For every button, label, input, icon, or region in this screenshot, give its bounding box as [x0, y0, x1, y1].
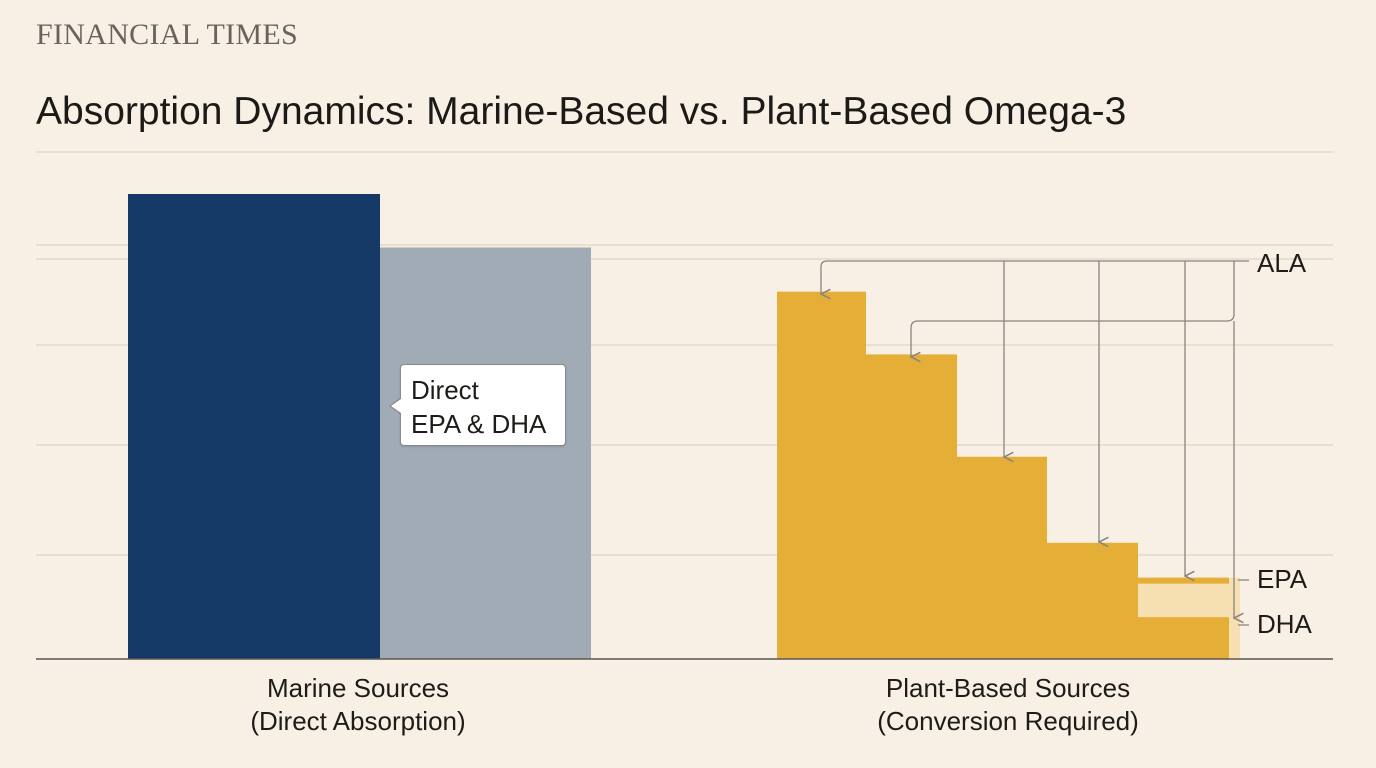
- callout-line2: EPA & DHA: [411, 409, 547, 439]
- plant-step-bar: [957, 456, 1047, 659]
- category-label-marine: Marine Sources (Direct Absorption): [158, 672, 558, 738]
- chart-title: Absorption Dynamics: Marine-Based vs. Pl…: [36, 90, 1127, 134]
- plant-step-bar: [1047, 542, 1138, 659]
- category-plant-line1: Plant-Based Sources: [885, 673, 1131, 703]
- conversion-connectors: [821, 260, 1249, 626]
- stage-label-epa: EPA: [1257, 564, 1308, 594]
- category-marine-line1: Marine Sources: [266, 673, 450, 703]
- connector-to-step-2: [911, 261, 1235, 357]
- marine-bar-primary: [128, 194, 380, 659]
- category-plant-line2: (Conversion Required): [877, 706, 1139, 736]
- plant-step-bar: [866, 354, 957, 659]
- plant-step-bar: [777, 291, 866, 659]
- category-label-plant: Plant-Based Sources (Conversion Required…: [808, 672, 1208, 738]
- category-marine-line2: (Direct Absorption): [250, 706, 466, 736]
- marine-bar-secondary: [380, 247, 591, 659]
- connector-to-step-1: [821, 260, 1249, 294]
- plant-step-dha: [1138, 617, 1229, 659]
- callout-line1: Direct: [411, 375, 479, 405]
- direct-absorption-callout: Direct EPA & DHA: [400, 364, 566, 446]
- brand-masthead: FINANCIAL TIMES: [36, 18, 299, 51]
- bars: [128, 194, 1240, 659]
- stage-label-ala: ALA: [1257, 248, 1307, 278]
- plant-step-epa: [1138, 577, 1229, 584]
- callout-pointer-fill: [391, 399, 401, 413]
- stage-label-dha: DHA: [1257, 609, 1312, 639]
